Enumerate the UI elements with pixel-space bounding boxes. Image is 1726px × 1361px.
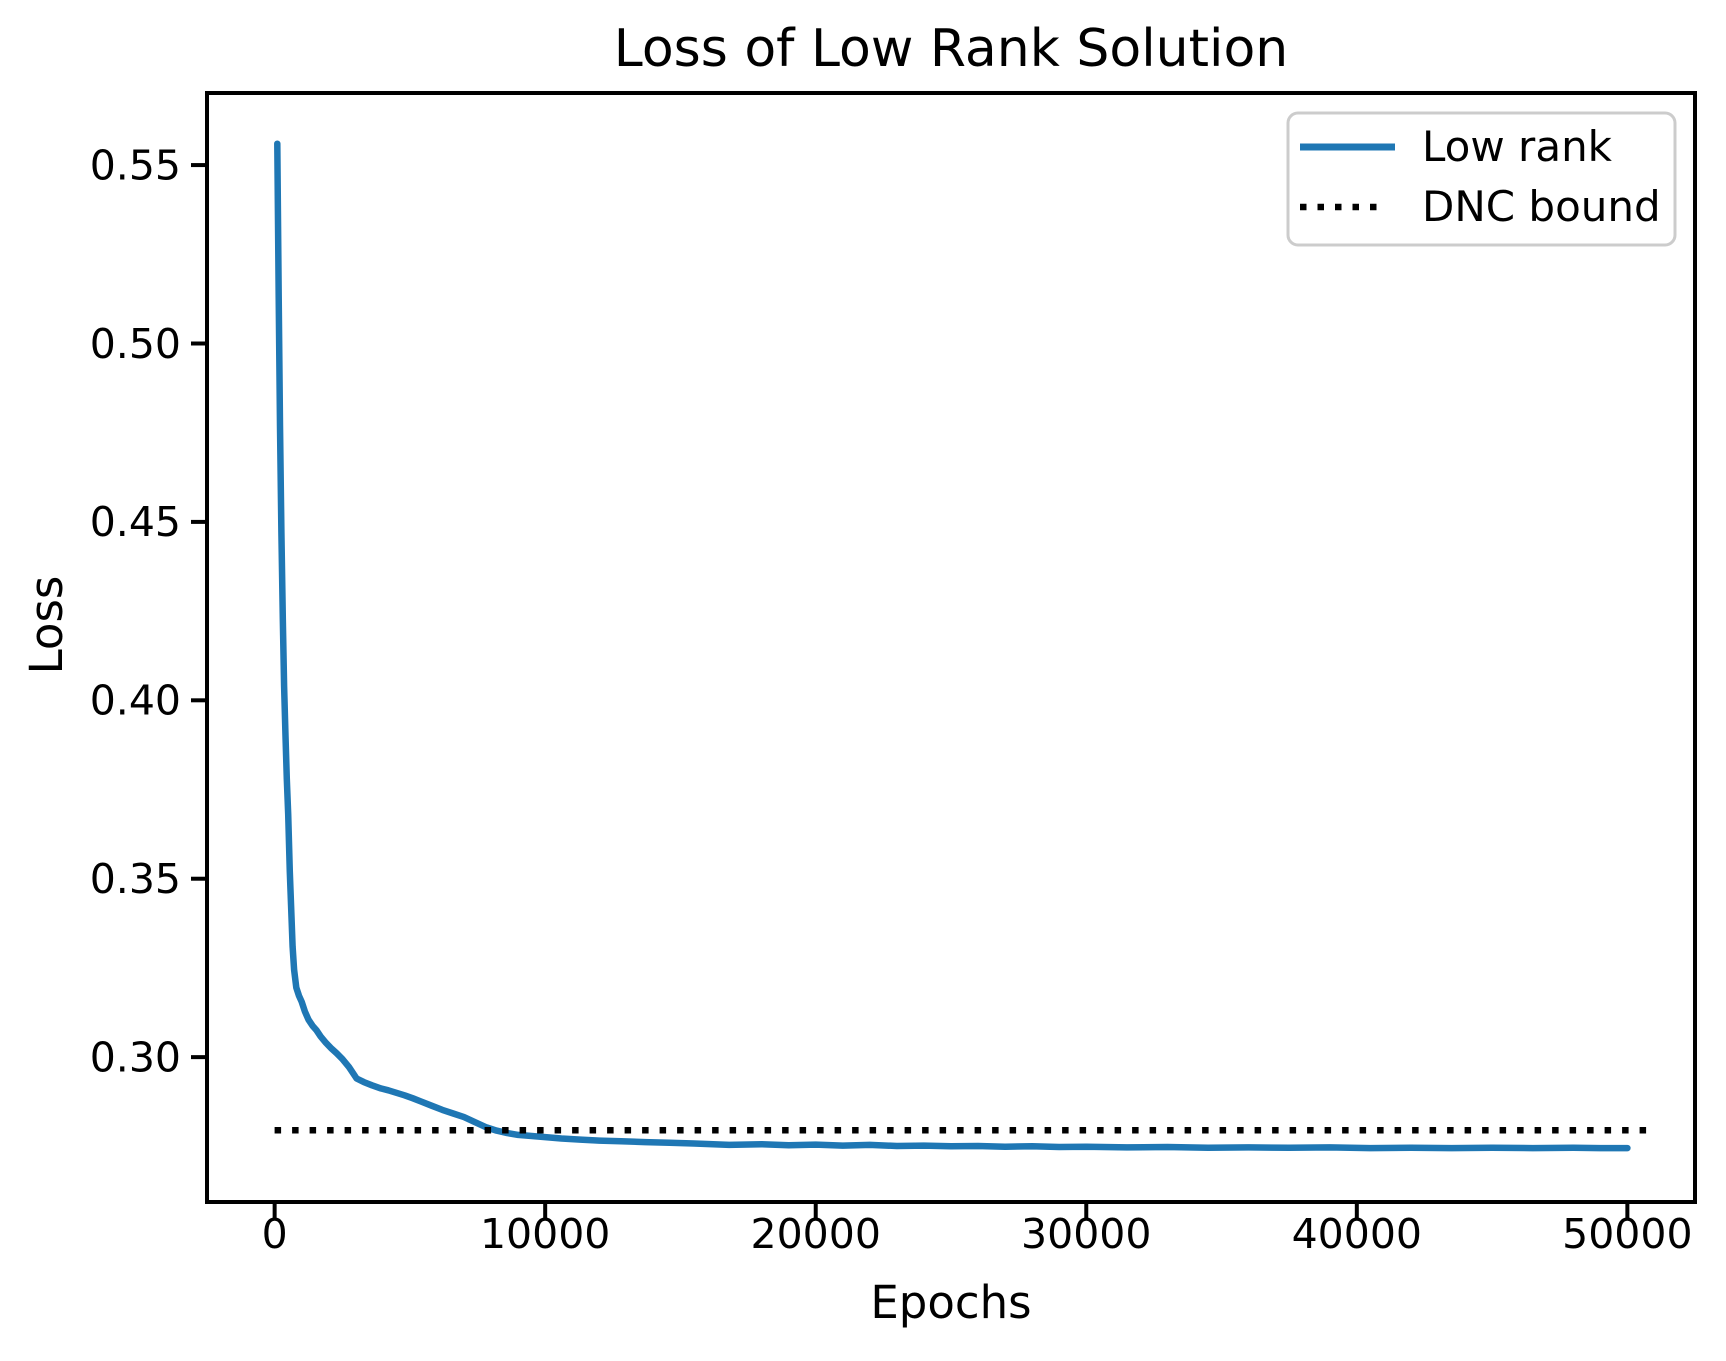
y-tick-label: 0.40 — [90, 677, 181, 725]
y-tick-label: 0.50 — [90, 320, 181, 368]
y-axis-label: Loss — [20, 576, 73, 675]
chart-title: Loss of Low Rank Solution — [614, 19, 1288, 79]
y-tick-label: 0.55 — [90, 141, 181, 189]
y-tick-label: 0.30 — [90, 1033, 181, 1081]
plot-area: 0 10000 20000 30000 40000 50000 0.55 0.50 0.45 0.… — [90, 91, 1697, 1258]
legend-label-low-rank: Low rank — [1422, 122, 1613, 171]
x-tick-label: 50000 — [1562, 1210, 1692, 1258]
y-tick-label: 0.35 — [90, 855, 181, 903]
x-tick-label: 40000 — [1292, 1210, 1422, 1258]
x-tick-label: 10000 — [480, 1210, 610, 1258]
legend-label-dnc-bound: DNC bound — [1422, 182, 1661, 231]
series-line-0 — [274, 140, 1631, 1152]
axes-frame — [205, 91, 1697, 1204]
y-tick-label: 0.45 — [90, 498, 181, 546]
x-tick-label: 30000 — [1021, 1210, 1151, 1258]
x-tick-label: 20000 — [751, 1210, 881, 1258]
x-tick-label: 0 — [262, 1210, 288, 1258]
x-axis-label: Epochs — [870, 1276, 1031, 1329]
legend: Low rank DNC bound — [1286, 111, 1677, 247]
